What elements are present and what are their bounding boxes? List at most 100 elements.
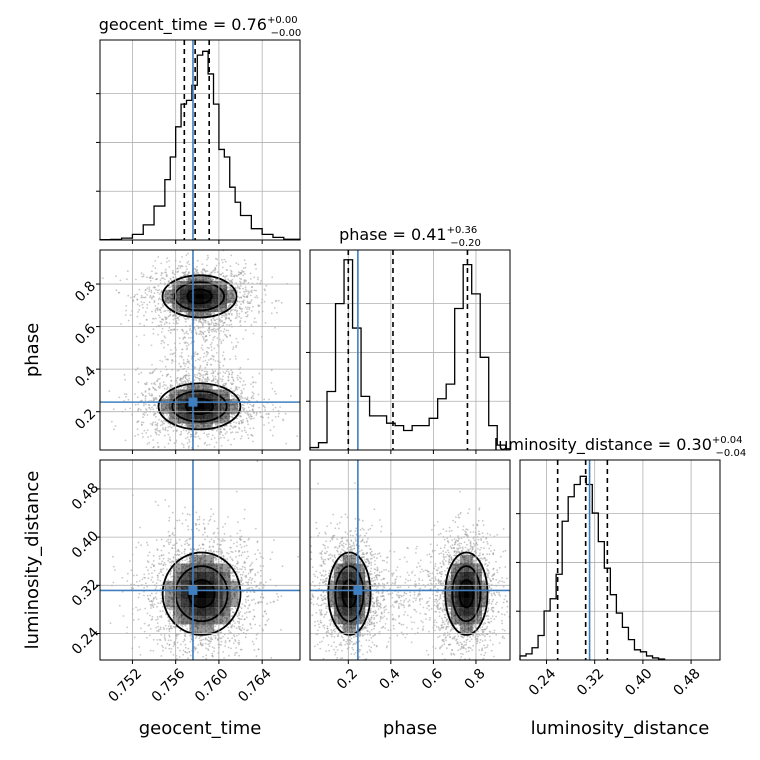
- scatter-point: [152, 332, 155, 335]
- scatter-point: [253, 317, 256, 320]
- scatter-point: [155, 598, 158, 600]
- scatter-point: [179, 260, 181, 263]
- scatter-point: [221, 261, 224, 264]
- scatter-point: [211, 330, 213, 333]
- scatter-point: [160, 340, 163, 342]
- density-cell: [220, 389, 230, 395]
- scatter-point: [252, 643, 255, 645]
- scatter-point: [165, 540, 168, 542]
- scatter-point: [245, 431, 247, 434]
- scatter-point: [137, 596, 140, 599]
- scatter-point: [159, 385, 162, 388]
- contour-0-1-2: [157, 382, 242, 431]
- scatter-point: [236, 620, 239, 623]
- scatter-point: [188, 374, 191, 377]
- scatter-point: [216, 281, 219, 284]
- scatter-point: [243, 429, 246, 432]
- density-cell: [212, 389, 222, 395]
- scatter-point: [244, 397, 246, 400]
- scatter-point: [206, 270, 209, 273]
- scatter-point: [188, 377, 191, 380]
- scatter-point: [269, 429, 272, 432]
- scatter-point: [171, 358, 174, 361]
- scatter-point: [158, 289, 161, 291]
- scatter-point: [125, 309, 127, 312]
- scatter-point: [206, 264, 208, 267]
- scatter-point: [149, 276, 152, 279]
- scatter-point: [153, 299, 156, 302]
- scatter-point: [125, 395, 127, 398]
- scatter-point: [240, 618, 243, 621]
- scatter-point: [182, 420, 184, 422]
- scatter-point: [252, 394, 254, 397]
- scatter-point: [184, 365, 186, 367]
- scatter-point: [254, 574, 257, 577]
- scatter-point: [243, 299, 245, 301]
- scatter-point: [245, 417, 248, 420]
- scatter-point: [201, 344, 204, 347]
- scatter-point: [229, 578, 232, 581]
- scatter-point: [193, 379, 196, 382]
- scatter-point: [246, 310, 249, 313]
- scatter-point: [226, 574, 229, 577]
- scatter-point: [236, 545, 238, 548]
- scatter-point: [163, 595, 166, 598]
- scatter-point: [180, 643, 182, 646]
- scatter-point: [163, 296, 165, 298]
- scatter-point: [197, 663, 199, 665]
- scatter-point: [126, 278, 128, 281]
- scatter-point: [280, 595, 283, 597]
- scatter-point: [210, 438, 213, 441]
- scatter-point: [214, 370, 217, 372]
- scatter-point: [194, 328, 197, 331]
- scatter-point: [224, 307, 227, 310]
- scatter-point: [154, 260, 157, 262]
- scatter-point: [247, 539, 250, 541]
- scatter-point: [188, 329, 191, 331]
- scatter-point: [176, 576, 179, 578]
- scatter-point: [225, 317, 228, 319]
- density-cell: [226, 298, 235, 304]
- scatter-point: [210, 319, 213, 322]
- scatter-point: [198, 379, 201, 382]
- scatter-point: [202, 277, 204, 279]
- scatter-point: [206, 353, 209, 356]
- scatter-point: [246, 591, 249, 594]
- scatter-point: [169, 423, 172, 426]
- scatter-point: [219, 338, 221, 341]
- scatter-point: [144, 391, 147, 393]
- scatter-point: [274, 300, 277, 303]
- scatter-point: [144, 288, 147, 291]
- scatter-point: [135, 546, 138, 549]
- scatter-point: [228, 613, 231, 616]
- scatter-point: [220, 640, 223, 643]
- scatter-point: [185, 437, 187, 440]
- scatter-point: [142, 306, 144, 309]
- scatter-point: [248, 409, 251, 412]
- scatter-point: [197, 435, 200, 438]
- density-cell: [203, 289, 212, 295]
- scatter-point: [126, 626, 129, 629]
- density-cell: [187, 276, 196, 282]
- scatter-point: [230, 431, 232, 434]
- scatter-point: [205, 278, 208, 280]
- scatter-point: [199, 357, 202, 359]
- scatter-point: [154, 588, 157, 590]
- scatter-point: [185, 363, 187, 365]
- scatter-point: [141, 296, 144, 299]
- scatter-point: [250, 397, 253, 400]
- scatter-point: [151, 424, 154, 426]
- scatter-point: [216, 427, 219, 430]
- density-cell: [178, 413, 187, 419]
- scatter-point: [144, 403, 147, 406]
- scatter-point: [211, 652, 214, 655]
- scatter-point: [113, 428, 115, 431]
- scatter-point: [251, 376, 254, 379]
- scatter-point: [152, 650, 155, 652]
- scatter-point: [124, 439, 127, 442]
- density-cell: [187, 303, 196, 308]
- scatter-point: [223, 633, 226, 636]
- scatter-point: [155, 626, 158, 629]
- scatter-point: [170, 279, 173, 282]
- scatter-point: [216, 429, 218, 432]
